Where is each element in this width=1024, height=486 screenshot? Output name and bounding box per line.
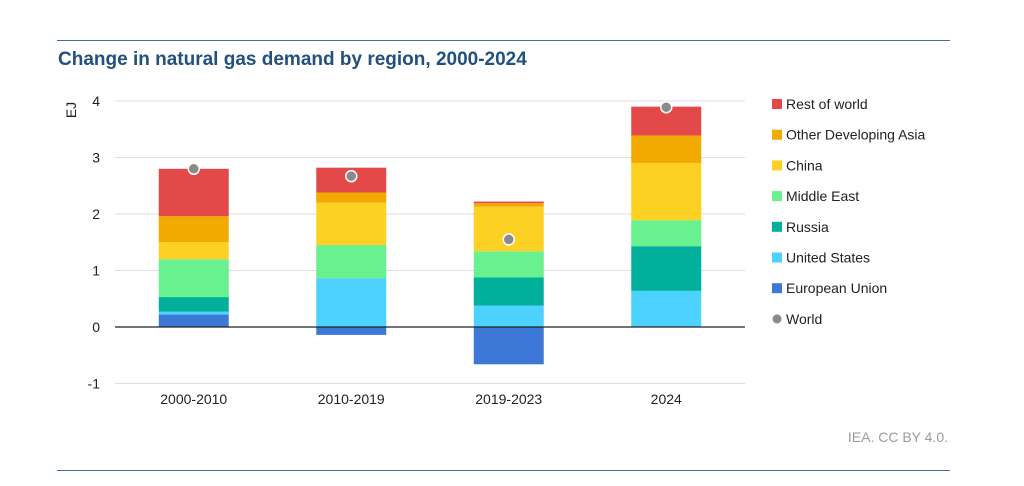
bar-segment (473, 203, 544, 207)
legend-swatch (772, 160, 782, 171)
legend-label: European Union (786, 280, 887, 296)
bar-segment (473, 277, 544, 306)
bar-segment (158, 168, 229, 217)
x-tick-label: 2019-2023 (475, 391, 542, 407)
bar-segment (158, 259, 229, 298)
legend-swatch (772, 221, 782, 232)
bar-segment (158, 216, 229, 243)
legend-swatch (772, 283, 782, 294)
legend-swatch (772, 99, 782, 109)
y-axis-label: EJ (63, 102, 79, 118)
world-marker (345, 169, 358, 183)
bar-segment (631, 290, 702, 327)
y-tick-label: 2 (92, 206, 100, 222)
bar-segment (473, 251, 544, 278)
bar-segment (316, 202, 387, 246)
y-tick-label: 0 (92, 319, 100, 335)
legend-label: Other Developing Asia (786, 127, 926, 143)
legend-label: Russia (786, 219, 829, 235)
bar-segment (316, 192, 387, 203)
bar-segment (158, 242, 229, 260)
y-tick-label: 4 (92, 93, 100, 109)
legend-swatch (772, 191, 782, 202)
bar-segment (473, 201, 544, 204)
world-marker (187, 162, 200, 176)
legend-label: Middle East (786, 188, 859, 204)
legend-swatch (772, 129, 782, 140)
bottom-rule (57, 470, 950, 471)
bar-segment (158, 297, 229, 312)
bar-segment (316, 245, 387, 279)
bar-segment (158, 314, 229, 327)
top-rule (57, 40, 950, 41)
legend-label: China (786, 157, 823, 173)
bar-segment (316, 278, 387, 327)
legend-label: Rest of world (786, 96, 868, 112)
bar-segment (158, 311, 229, 315)
world-marker (660, 100, 673, 114)
y-tick-label: 3 (92, 150, 100, 166)
world-marker (502, 233, 515, 246)
y-tick-label: 1 (92, 263, 100, 279)
legend-swatch (772, 252, 782, 263)
bar-segment (473, 305, 544, 327)
chart-title: Change in natural gas demand by region, … (58, 49, 527, 70)
credit: IEA. CC BY 4.0. (847, 429, 948, 445)
bar-segment (473, 327, 544, 365)
bar-segment (631, 246, 702, 291)
x-tick-label: 2010-2019 (318, 391, 385, 407)
legend-label: World (786, 311, 822, 327)
bar-segment (631, 220, 702, 247)
legend-marker-world (772, 314, 782, 324)
bar-segment (631, 163, 702, 221)
y-tick-label: -1 (88, 376, 101, 392)
legend-label: United States (786, 250, 870, 266)
x-tick-label: 2024 (651, 391, 682, 407)
bar-segment (631, 135, 702, 164)
x-tick-label: 2000-2010 (160, 391, 227, 407)
bar-segment (316, 327, 387, 335)
